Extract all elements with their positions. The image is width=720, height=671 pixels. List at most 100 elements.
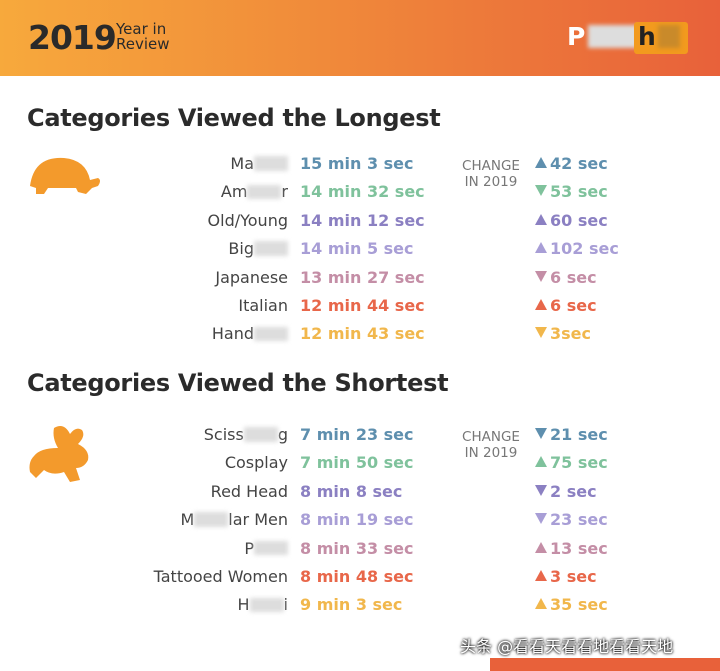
change: 3 sec: [535, 567, 597, 586]
change-header: CHANGE IN 2019: [459, 158, 523, 190]
blur: [243, 427, 278, 442]
category-label: Hand: [28, 324, 288, 343]
change: 102 sec: [535, 239, 619, 258]
header-year: 2019: [28, 18, 117, 57]
category-label: Big: [28, 239, 288, 258]
arrow-down: [535, 185, 547, 197]
duration: 8 min 19 sec: [300, 510, 414, 530]
logo-end: h: [638, 22, 680, 51]
blur: [249, 597, 284, 612]
section-title: Categories Viewed the Longest: [27, 104, 441, 132]
arrow-down: [535, 428, 547, 439]
duration: 15 min 3 sec: [300, 154, 414, 173]
category-label: Tattooed Women: [28, 567, 288, 586]
change: 35 sec: [535, 595, 608, 614]
change: 6 sec: [535, 296, 597, 315]
change-value: 3 sec: [550, 567, 597, 586]
category-label: Am r: [28, 182, 288, 201]
change-value: 35 sec: [550, 595, 608, 615]
category-label: Cosplay: [28, 453, 288, 472]
category-label: Ma: [28, 154, 288, 173]
change: 53 sec: [535, 182, 608, 201]
category-label-part: Ma: [230, 154, 254, 173]
category-label: Italian: [28, 296, 288, 315]
change: 6 sec: [535, 268, 597, 287]
category-label-part: Big: [228, 239, 254, 259]
duration: 14 min 12 sec: [300, 210, 425, 230]
change-header-line: CHANGE: [462, 429, 520, 445]
blur: [657, 25, 680, 48]
change: 23 sec: [535, 510, 608, 529]
blur: [254, 540, 288, 556]
section-title: Categories Viewed the Shortest: [27, 369, 449, 397]
blur: [254, 156, 288, 171]
arrow-up: [535, 299, 547, 310]
change: 75 sec: [535, 453, 608, 472]
header-subtitle-line: Review: [116, 35, 170, 53]
category-label: Red Head: [28, 482, 288, 501]
change-value: 6 sec: [550, 296, 597, 315]
category-label-part: Hand: [211, 324, 254, 344]
logo-letter: P: [567, 22, 586, 51]
arrow-up: [535, 541, 547, 553]
duration: 8 min 33 sec: [300, 538, 414, 558]
category-label-part: Tattooed Women: [153, 567, 288, 586]
arrow-up: [535, 213, 547, 225]
duration: 12 min 44 sec: [300, 296, 425, 315]
category-label: Old/Young: [28, 211, 288, 230]
change: 2 sec: [535, 482, 597, 501]
category-label-part: Japanese: [215, 267, 288, 287]
header-subtitle: Year in Review: [116, 22, 170, 52]
arrow-down: [535, 327, 547, 339]
blur: [254, 241, 288, 256]
header-subtitle-line: Year in: [116, 20, 167, 38]
change-value: 21 sec: [550, 425, 608, 444]
change-value: 75 sec: [550, 453, 608, 473]
change: 21 sec: [535, 425, 608, 444]
change-value: 2 sec: [550, 481, 597, 501]
category-label-part: g: [277, 425, 288, 444]
arrow-down: [535, 484, 547, 496]
category-label-part: H: [237, 595, 250, 615]
category-label-part: Sciss: [203, 425, 244, 444]
change-header-line: CHANGE: [462, 158, 520, 174]
duration: 7 min 23 sec: [300, 425, 414, 444]
blur: [254, 326, 288, 341]
footer-band: [490, 658, 720, 671]
arrow-up: [535, 242, 547, 254]
category-label-part: Am: [220, 182, 248, 202]
blur: [588, 25, 639, 48]
arrow-up: [535, 598, 547, 610]
change-value: 6 sec: [550, 267, 597, 287]
category-label-part: P: [244, 538, 254, 558]
category-label-part: Old/Young: [207, 210, 288, 230]
category-label-part: Italian: [238, 296, 288, 315]
change-value: 60 sec: [550, 210, 608, 230]
change: 13 sec: [535, 539, 608, 558]
change-header: CHANGE IN 2019: [459, 429, 523, 461]
rabbit-icon: [29, 426, 89, 482]
category-label: P: [28, 539, 288, 558]
duration: 8 min 48 sec: [300, 567, 414, 586]
duration: 14 min 32 sec: [300, 182, 425, 202]
duration: 13 min 27 sec: [300, 267, 425, 287]
logo-start: P: [567, 22, 639, 51]
arrow-down: [535, 513, 547, 525]
turtle-icon: [30, 157, 100, 194]
change-value: 102 sec: [550, 239, 619, 259]
change: 42 sec: [535, 154, 608, 173]
change-header-line: IN 2019: [464, 445, 518, 461]
arrow-up: [535, 456, 547, 468]
category-label-part: i: [283, 595, 288, 615]
change-value: 13 sec: [550, 538, 608, 558]
change-value: 3sec: [550, 324, 591, 344]
logo-letter: h: [638, 22, 656, 51]
category-label-part: lar Men: [228, 510, 288, 530]
duration: 8 min 8 sec: [300, 481, 403, 501]
change-value: 23 sec: [550, 510, 608, 530]
category-label-part: Cosplay: [224, 453, 288, 473]
change-value: 42 sec: [550, 154, 608, 173]
